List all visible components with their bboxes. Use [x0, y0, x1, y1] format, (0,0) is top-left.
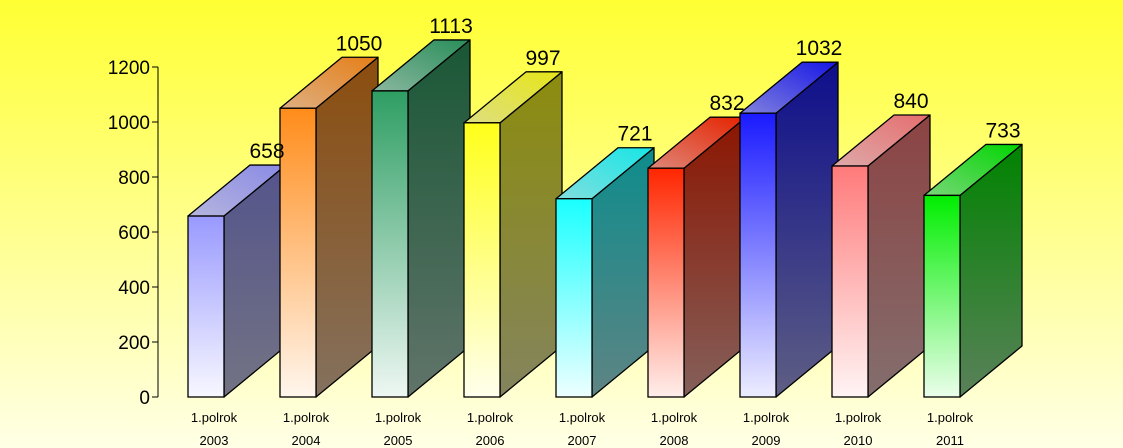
bar — [555, 147, 655, 398]
bars — [187, 39, 1023, 398]
category-year-label: 2003 — [200, 433, 229, 448]
bar-value-label: 1050 — [336, 32, 383, 55]
bar-front-face — [371, 90, 409, 398]
bar-value-label: 997 — [525, 47, 560, 70]
category-year-label: 2011 — [936, 433, 964, 448]
category-year-label: 2008 — [660, 433, 689, 448]
category-label: 1.polrok — [559, 410, 606, 425]
bar-front-face — [279, 107, 317, 398]
bar-value-label: 721 — [617, 123, 652, 146]
category-year-label: 2009 — [752, 433, 781, 448]
category-label: 1.polrok — [743, 410, 790, 425]
category-label: 1.polrok — [467, 410, 514, 425]
y-tick-label: 1200 — [108, 58, 150, 79]
bar-value-label: 832 — [709, 92, 744, 115]
y-tick-label: 200 — [118, 333, 150, 354]
bar-front-face — [647, 167, 685, 398]
y-tick-label: 1000 — [108, 113, 150, 134]
bar — [371, 39, 471, 398]
bar-side-face — [315, 56, 379, 398]
category-label: 1.polrok — [375, 410, 422, 425]
category-label: 1.polrok — [191, 410, 238, 425]
bar-side-face — [775, 61, 839, 398]
bar-front-face — [831, 165, 869, 398]
bar — [831, 114, 931, 398]
bar-front-face — [555, 198, 593, 398]
x-axis-labels: 1.polrok 2003 1.polrok 2004 1.polrok 2005 1.po… — [191, 410, 974, 448]
y-axis: 0 200 400 600 800 1000 1200 — [108, 58, 159, 409]
data-labels: 658 1050 1113 997 721 832 1032 840 733 — [249, 15, 1020, 163]
category-year-label: 2006 — [476, 433, 505, 448]
category-year-label: 2004 — [292, 433, 321, 448]
y-tick-label: 400 — [118, 278, 150, 299]
category-label: 1.polrok — [283, 410, 330, 425]
bar-front-face — [739, 112, 777, 398]
bar — [923, 143, 1023, 398]
bar-value-label: 840 — [893, 90, 928, 113]
bar-front-face — [463, 122, 501, 398]
y-tick-label: 800 — [118, 168, 150, 189]
bar — [463, 71, 563, 398]
bar-value-label: 1113 — [429, 15, 473, 38]
bar-value-label: 1032 — [796, 37, 843, 60]
bar-value-label: 658 — [249, 140, 284, 163]
bar-value-label: 733 — [985, 119, 1020, 142]
y-tick-label: 600 — [118, 223, 150, 244]
bar-front-face — [923, 194, 961, 398]
category-year-label: 2005 — [384, 433, 413, 448]
category-year-label: 2007 — [568, 433, 597, 448]
bar — [187, 164, 287, 398]
category-year-label: 2010 — [844, 433, 873, 448]
bar — [739, 61, 839, 398]
bar-side-face — [407, 39, 471, 398]
bar-side-face — [499, 71, 563, 398]
category-label: 1.polrok — [651, 410, 698, 425]
bar — [647, 116, 747, 398]
y-tick-label: 0 — [139, 388, 150, 409]
category-label: 1.polrok — [927, 410, 974, 425]
category-label: 1.polrok — [835, 410, 882, 425]
bar — [279, 56, 379, 398]
bar-front-face — [187, 215, 225, 398]
